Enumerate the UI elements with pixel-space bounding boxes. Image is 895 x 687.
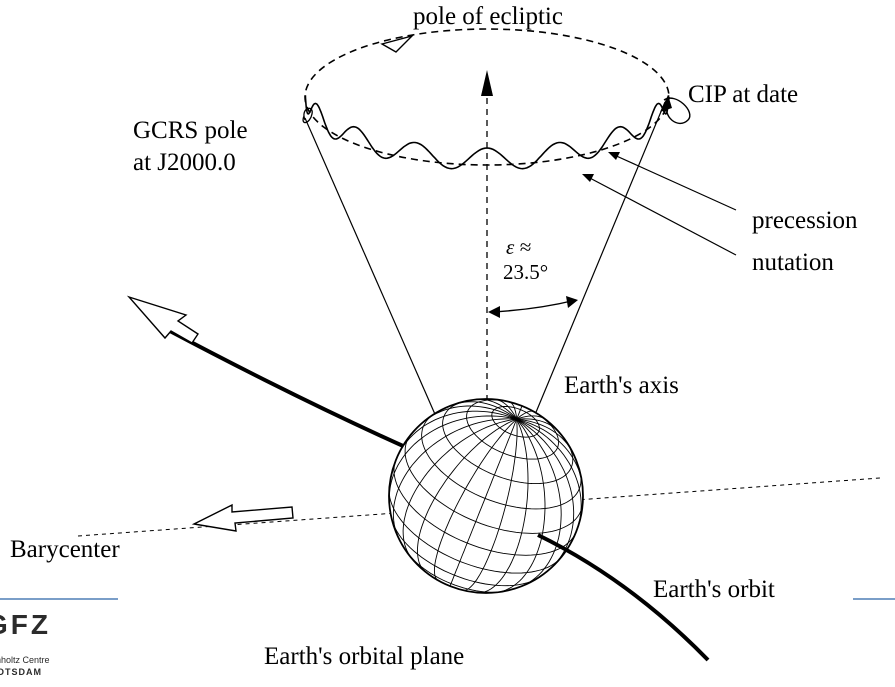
earths-orbital-plane-label: Earth's orbital plane — [264, 643, 464, 670]
precession-label: precession — [752, 207, 858, 234]
nutation-label: nutation — [752, 249, 834, 276]
globe-meridian — [495, 399, 518, 420]
cip-loop — [663, 97, 691, 125]
globe-parallel — [407, 552, 504, 593]
epsilon-value-label: 23.5° — [503, 260, 548, 284]
nutation-pointer — [585, 175, 737, 256]
globe-parallel — [466, 399, 560, 460]
globe-meridian — [455, 401, 517, 420]
epsilon-label: ε ≈ — [506, 235, 532, 259]
globe-meridian — [423, 405, 517, 423]
gfz-logo-city: POTSDAM — [0, 667, 42, 677]
cip-at-date-label: CIP at date — [688, 81, 798, 108]
gfz-logo-subtitle: Helmholtz Centre — [0, 655, 50, 665]
globe-meridian — [516, 418, 559, 432]
barycenter-label: Barycenter — [10, 536, 120, 563]
globe-meridian — [433, 418, 518, 581]
ecliptic-pole-arrowhead — [481, 70, 493, 96]
barycenter-arrow — [191, 503, 294, 532]
orbit-direction-arrow — [126, 295, 199, 344]
pole-of-ecliptic-label: pole of ecliptic — [413, 3, 563, 30]
globe-grid — [388, 398, 584, 594]
gcrs-loop — [302, 107, 313, 124]
epsilon-arc-head-right — [566, 296, 578, 308]
globe-meridian — [402, 418, 517, 559]
earths-axis-label: Earth's axis — [564, 372, 679, 399]
orbit-path-back — [167, 328, 413, 452]
globe-meridian — [397, 410, 517, 457]
gfz-logo-text: GFZ — [0, 609, 51, 640]
earths-orbit-label: Earth's orbit — [653, 576, 775, 603]
globe-meridian — [516, 418, 575, 568]
cip-arrowhead — [660, 95, 672, 112]
globe-meridian — [516, 418, 572, 451]
earth-globe — [388, 398, 584, 594]
precession-pointer-head — [608, 152, 620, 160]
globe-parallel — [442, 400, 574, 485]
precession-pointer — [611, 153, 737, 211]
globe-meridian — [478, 398, 518, 420]
globe-parallel — [388, 490, 561, 574]
globe-meridian — [516, 418, 583, 486]
globe-meridian — [516, 418, 562, 588]
globe-parallel — [491, 406, 540, 438]
gcrs-pole-label: GCRS pole — [133, 117, 248, 144]
globe-meridian — [463, 419, 518, 591]
globe-parallel — [404, 435, 584, 534]
globe-meridian — [449, 419, 518, 587]
epsilon-arc — [489, 299, 577, 313]
gfz-logo: GFZ Helmholtz Centre POTSDAM — [0, 609, 51, 677]
globe-parallel — [421, 414, 582, 510]
globe-meridian — [388, 415, 517, 503]
globe-meridian — [516, 418, 582, 529]
gcrs-epoch-label: at J2000.0 — [133, 149, 236, 176]
nutation-pointer-head — [582, 174, 594, 182]
globe-meridian — [496, 418, 546, 593]
precession-direction-arrow — [380, 34, 415, 53]
globe-meridian — [392, 418, 517, 539]
orbit-path-front — [537, 533, 710, 662]
epsilon-arc-head-left — [488, 306, 500, 318]
globe-parallel — [391, 521, 537, 587]
globe-parallel — [393, 463, 577, 556]
